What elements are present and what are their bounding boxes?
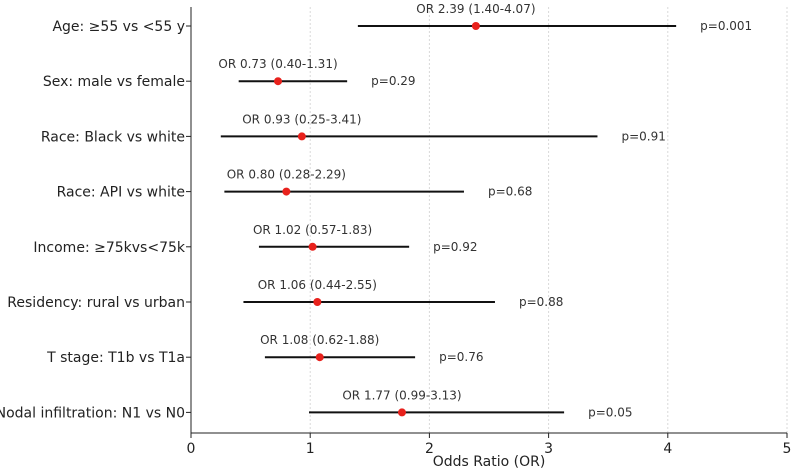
row-label: T stage: T1b vs T1a <box>46 350 185 366</box>
forest-row: T stage: T1b vs T1a OR 1.08 (0.62-1.88) p=… <box>46 333 483 366</box>
x-axis-label: Odds Ratio (OR) <box>433 454 546 470</box>
axes: 0 1 2 3 4 5 <box>187 7 792 457</box>
p-value-label: p=0.91 <box>621 129 665 143</box>
row-label: Sex: male vs female <box>43 74 185 90</box>
p-value-label: p=0.76 <box>439 350 483 364</box>
row-label: Residency: rural vs urban <box>7 295 185 311</box>
or-point <box>297 132 306 141</box>
or-point <box>315 353 324 362</box>
or-label: OR 0.73 (0.40-1.31) <box>218 57 337 71</box>
forest-row: Race: Black vs white OR 0.93 (0.25-3.41) p… <box>41 112 666 145</box>
or-label: OR 2.39 (1.40-4.07) <box>416 2 535 16</box>
forest-row: Income: ≥75kvs<75k OR 1.02 (0.57-1.83) p=0… <box>33 223 477 256</box>
row-label: Race: API vs white <box>57 185 185 201</box>
x-tick-label: 5 <box>783 441 792 457</box>
x-tick-label: 3 <box>544 441 553 457</box>
p-value-label: p=0.68 <box>488 185 532 199</box>
or-point <box>308 242 317 251</box>
forest-row: Sex: male vs female OR 0.73 (0.40-1.31) p=… <box>43 57 416 90</box>
p-value-label: p=0.29 <box>371 74 415 88</box>
or-label: OR 1.02 (0.57-1.83) <box>253 223 372 237</box>
or-point <box>471 22 480 30</box>
row-label: Age: ≥55 vs <55 y <box>52 19 185 35</box>
or-label: OR 0.80 (0.28-2.29) <box>227 168 346 182</box>
p-value-label: p=0.88 <box>519 295 563 309</box>
x-tick-label: 2 <box>425 441 434 457</box>
forest-row: Age: ≥55 vs <55 y OR 2.39 (1.40-4.07) p=0.… <box>52 2 752 35</box>
or-point <box>397 408 406 417</box>
forest-row: Nodal infiltration: N1 vs N0 OR 1.77 (0.9… <box>0 388 632 421</box>
or-point <box>282 187 291 196</box>
row-label: Nodal infiltration: N1 vs N0 <box>0 405 185 421</box>
row-label: Income: ≥75kvs<75k <box>33 240 185 256</box>
x-tick-label: 1 <box>306 441 315 457</box>
x-tick-label: 0 <box>187 441 196 457</box>
p-value-label: p=0.05 <box>588 405 632 419</box>
data-rows: Age: ≥55 vs <55 y OR 2.39 (1.40-4.07) p=0.… <box>0 2 752 421</box>
or-point <box>313 298 322 306</box>
or-label: OR 1.06 (0.44-2.55) <box>258 278 377 292</box>
forest-row: Residency: rural vs urban OR 1.06 (0.44-2… <box>7 278 563 311</box>
or-label: OR 1.77 (0.99-3.13) <box>342 388 461 402</box>
row-label: Race: Black vs white <box>41 129 185 145</box>
p-value-label: p=0.001 <box>700 19 752 33</box>
or-label: OR 0.93 (0.25-3.41) <box>242 112 361 126</box>
or-point <box>274 77 283 86</box>
forest-row: Race: API vs white OR 0.80 (0.28-2.29) p=0… <box>57 168 533 201</box>
x-tick-label: 4 <box>663 441 672 457</box>
or-label: OR 1.08 (0.62-1.88) <box>260 333 379 347</box>
p-value-label: p=0.92 <box>433 240 477 254</box>
